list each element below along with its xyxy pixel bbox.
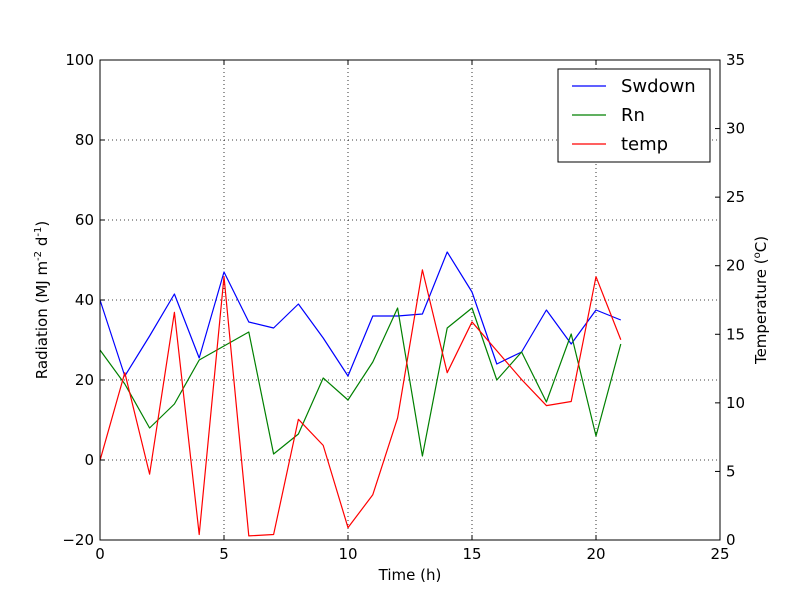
x-tick-label: 0	[95, 545, 105, 563]
y-axis-label-right-main: Temperature (	[752, 258, 770, 365]
legend-label-rn: Rn	[621, 105, 645, 126]
series-line-temp	[99, 269, 622, 537]
y-axis-label-left-end: )	[33, 221, 51, 227]
legend-label-swdown: Swdown	[621, 76, 696, 97]
y-tick-label-left: −20	[62, 531, 94, 549]
y-axis-label-right-sup: o	[752, 252, 763, 258]
y-tick-label-left: 40	[75, 291, 94, 309]
y-axis-label-left-sup2: -1	[33, 227, 44, 237]
y-axis-label-right-end: C)	[752, 236, 770, 252]
y-tick-label-right: 30	[726, 120, 745, 138]
x-axis-label: Time (h)	[378, 566, 442, 584]
y-tick-label-right: 25	[726, 188, 745, 206]
x-tick-label: 20	[586, 545, 605, 563]
legend: Swdown Rn temp	[557, 68, 711, 163]
x-tick-label: 25	[710, 545, 729, 563]
y-tick-label-left: 0	[84, 451, 94, 469]
y-tick-label-right: 5	[726, 462, 736, 480]
y-tick-label-left: 20	[75, 371, 94, 389]
series-line-swdown	[99, 251, 622, 377]
x-tick-label: 10	[338, 545, 357, 563]
y-tick-label-right: 10	[726, 394, 745, 412]
series-line-rn	[99, 307, 622, 457]
y-tick-label-right: 0	[726, 531, 736, 549]
y-axis-label-left: Radiation (MJ m-2 d-1)	[33, 221, 51, 379]
y-axis-label-left-main: Radiation (MJ m	[33, 261, 51, 379]
y-tick-label-right: 20	[726, 257, 745, 275]
y-axis-label-left-mid: d	[33, 237, 51, 251]
y-tick-label-left: 80	[75, 131, 94, 149]
y-tick-label-right: 15	[726, 325, 745, 343]
y-tick-label-left: 60	[75, 211, 94, 229]
y-axis-label-right: Temperature (oC)	[752, 236, 770, 365]
x-tick-label: 5	[219, 545, 229, 563]
y-tick-label-left: 100	[65, 51, 94, 69]
y-tick-label-right: 35	[726, 51, 745, 69]
legend-label-temp: temp	[621, 134, 668, 155]
series-layer	[99, 251, 622, 537]
y-axis-label-left-sup1: -2	[33, 251, 44, 261]
x-tick-label: 15	[462, 545, 481, 563]
